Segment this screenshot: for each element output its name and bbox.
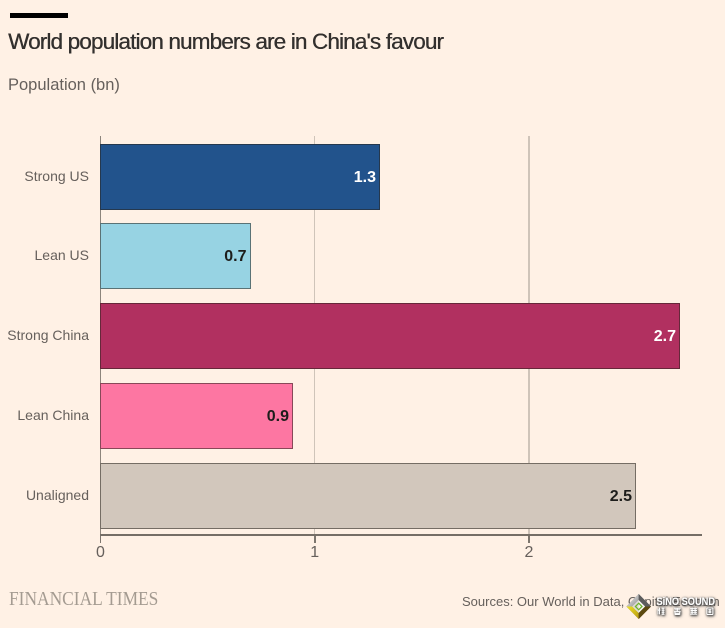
svg-text:SiNO SOUND: SiNO SOUND [657,596,716,608]
